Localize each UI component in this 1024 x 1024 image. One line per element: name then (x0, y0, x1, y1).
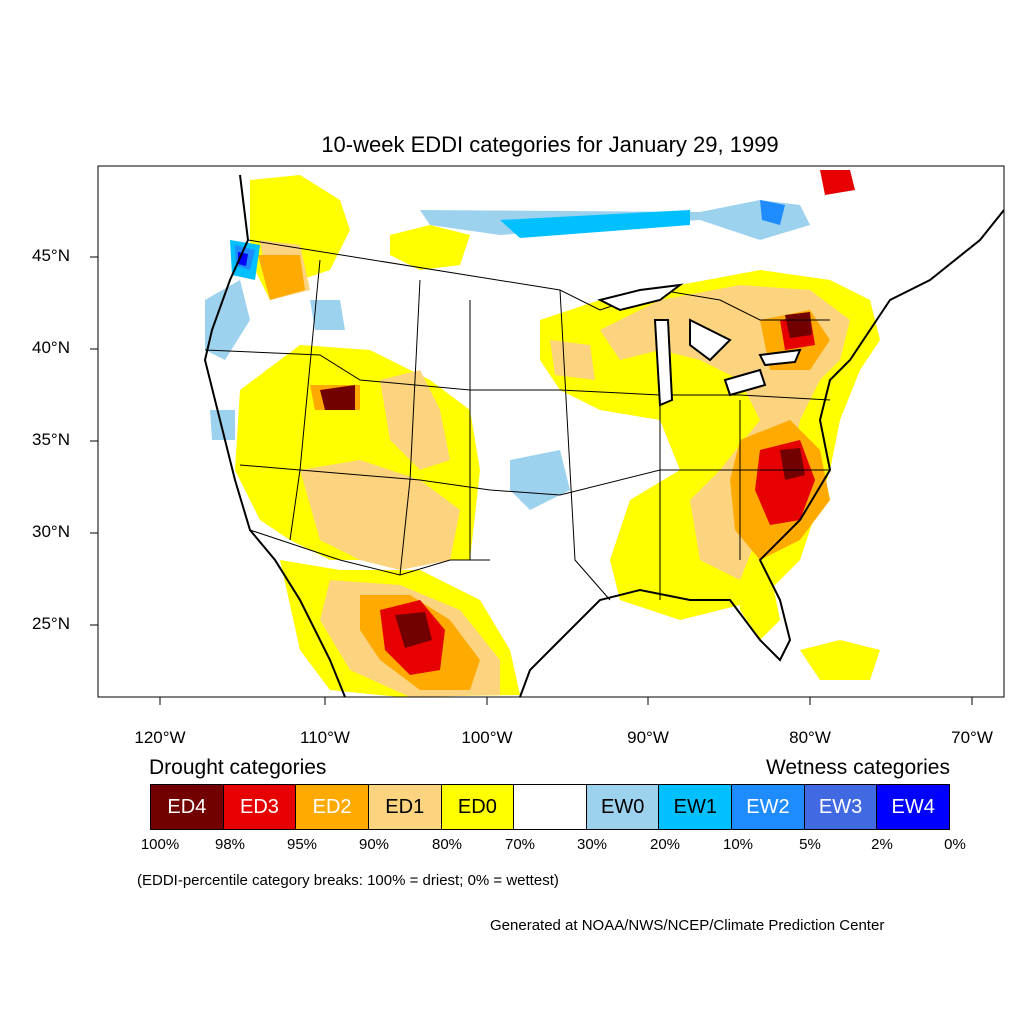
legend-label: EW3 (818, 795, 863, 818)
lon-label-70: 70°W (951, 728, 993, 747)
legend-bar: ED4 ED3 ED2 ED1 ED0 EW0 EW1 EW2 EW3 EW4 (150, 784, 950, 830)
break-label: 95% (286, 836, 318, 853)
lon-label-90: 90°W (627, 728, 669, 747)
legend-swatch-ew2: EW2 (732, 785, 805, 829)
legend-swatch-ew4: EW4 (877, 785, 950, 829)
legend-label: EW2 (746, 795, 790, 818)
legend-label: ED2 (312, 795, 352, 818)
lat-label-30: 30°N (32, 522, 70, 541)
wetness-heading: Wetness categories (765, 756, 950, 779)
state-borders (204, 239, 831, 601)
legend-label: EW1 (673, 795, 717, 818)
legend-label: ED3 (240, 795, 279, 818)
legend-swatch-ed2: ED2 (296, 785, 369, 829)
legend-swatch-ed3: ED3 (223, 785, 297, 829)
break-label: 30% (576, 836, 608, 853)
great-lakes (597, 283, 802, 407)
legend-label: ED0 (457, 795, 497, 818)
lat-ticks (90, 256, 98, 626)
break-label: 5% (799, 836, 821, 853)
coastline (203, 174, 1004, 697)
break-label: 10% (722, 836, 754, 853)
credit-line: Generated at NOAA/NWS/NCEP/Climate Predi… (490, 917, 885, 934)
break-label: 80% (431, 836, 463, 853)
lat-label-25: 25°N (32, 614, 70, 633)
legend-label: ED4 (167, 795, 207, 818)
drought-heading: Drought categories (149, 756, 327, 779)
legend-swatch-ew0: EW0 (586, 785, 660, 829)
legend-swatch-ed4: ED4 (151, 785, 224, 829)
lon-ticks (159, 697, 973, 705)
legend-label: EW4 (891, 795, 935, 818)
legend-swatch-neutral (514, 785, 587, 829)
legend-label: ED1 (385, 795, 425, 818)
break-label: 100% (140, 836, 180, 853)
lon-label-120: 120°W (134, 728, 186, 747)
break-label: 98% (214, 836, 246, 853)
ed4-regions (320, 312, 812, 648)
legend-swatch-ew3: EW3 (804, 785, 878, 829)
legend-swatch-ed0: ED0 (441, 785, 515, 829)
lon-label-100: 100°W (461, 728, 513, 747)
break-label: 0% (944, 836, 966, 853)
map-title: 10-week EDDI categories for January 29, … (321, 132, 779, 157)
lon-label-80: 80°W (789, 728, 831, 747)
lon-label-110: 110°W (300, 728, 350, 747)
lat-label-40: 40°N (32, 338, 70, 357)
legend-label: EW0 (600, 795, 645, 818)
lat-label-45: 45°N (32, 246, 70, 265)
lat-label-35: 35°N (32, 430, 70, 449)
legend-swatch-ew1: EW1 (659, 785, 733, 829)
break-label: 70% (504, 836, 536, 853)
map-frame (97, 165, 1005, 698)
break-label: 2% (871, 836, 893, 853)
break-label: 90% (358, 836, 390, 853)
category-note: (EDDI-percentile category breaks: 100% =… (137, 872, 559, 889)
break-label: 20% (649, 836, 681, 853)
legend-swatch-ed1: ED1 (368, 785, 442, 829)
